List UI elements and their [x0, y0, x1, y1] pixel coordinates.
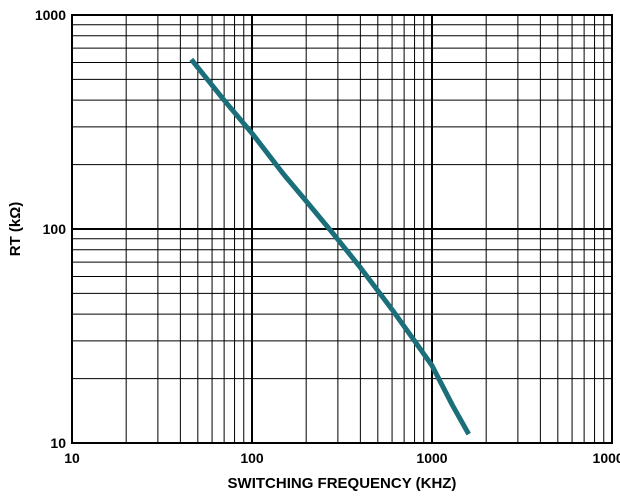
y-tick-label: 100 — [43, 221, 67, 237]
x-tick-label: 100 — [240, 450, 264, 466]
plot-frame — [71, 14, 613, 444]
x-axis-label: SWITCHING FREQUENCY (KHZ) — [228, 475, 457, 492]
x-tick-label: 1000 — [416, 450, 447, 466]
y-tick-label: 1000 — [35, 7, 66, 23]
y-tick-labels: 10 100 1000 — [35, 7, 66, 451]
series-layer — [189, 57, 471, 436]
x-tick-label: 10 — [64, 450, 80, 466]
x-tick-labels: 10 100 1000 10000 — [64, 450, 620, 466]
y-tick-label: 10 — [50, 435, 66, 451]
grid — [72, 15, 612, 443]
series-line-1 — [189, 57, 471, 436]
y-axis-label: RT (kΩ) — [7, 202, 24, 257]
x-tick-label: 10000 — [593, 450, 620, 466]
